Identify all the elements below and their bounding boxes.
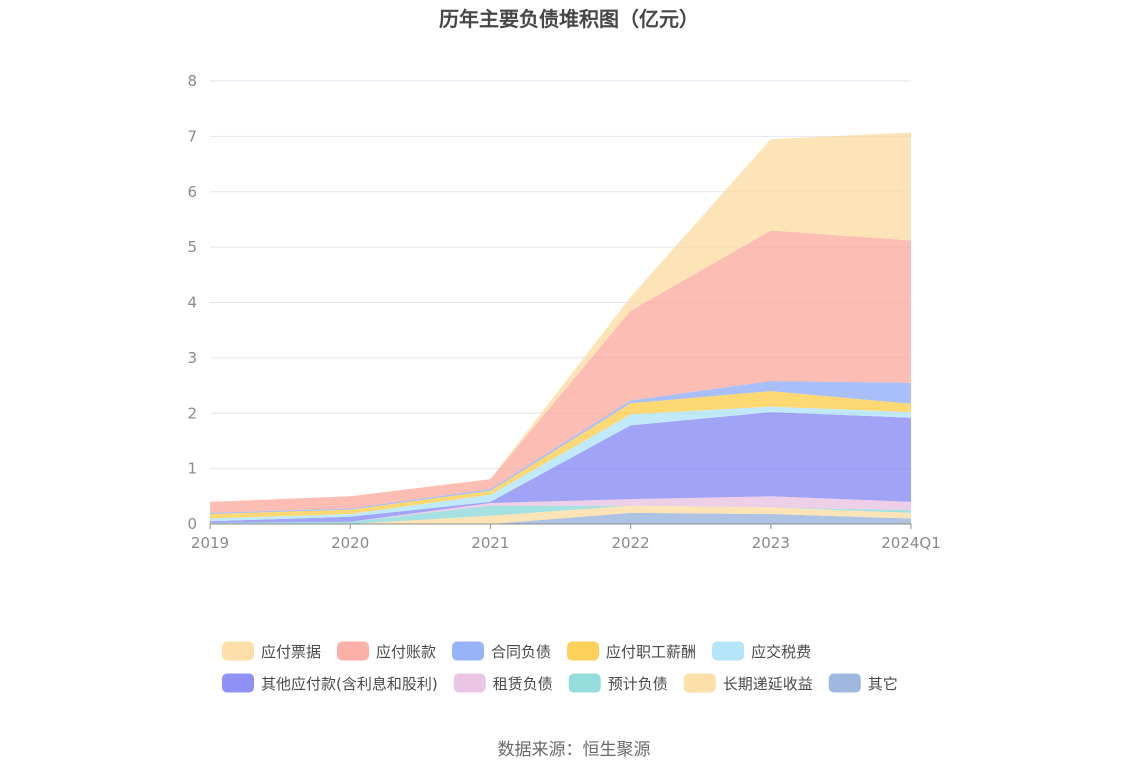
legend-item[interactable]: 租赁负债 xyxy=(453,673,553,694)
legend-label: 预计负债 xyxy=(608,675,668,693)
legend-swatch xyxy=(712,641,745,661)
legend-label: 其它 xyxy=(868,675,898,693)
x-tick-label: 2024Q1 xyxy=(881,534,941,552)
legend-item[interactable]: 长期递延收益 xyxy=(683,673,813,694)
legend-label: 应付账款 xyxy=(376,643,436,661)
area-series-2 xyxy=(210,505,911,524)
legend-label: 应交税费 xyxy=(751,643,811,661)
legend-label: 长期递延收益 xyxy=(723,675,813,693)
legend-swatch xyxy=(337,641,370,661)
legend-swatch xyxy=(222,673,254,693)
legend-item[interactable]: 其它 xyxy=(828,673,898,694)
chart-title: 历年主要负债堆积图（亿元） xyxy=(439,7,699,31)
legend-label: 应付职工薪酬 xyxy=(606,643,696,661)
y-tick-label: 6 xyxy=(187,183,197,201)
y-tick-label: 2 xyxy=(187,404,197,422)
legend-swatch xyxy=(683,673,716,693)
source-note: 数据来源：恒生聚源 xyxy=(498,740,651,760)
legend-swatch xyxy=(828,673,861,693)
x-tick-label: 2020 xyxy=(331,534,369,552)
y-tick-label: 5 xyxy=(187,238,197,256)
area-series-3 xyxy=(210,496,911,523)
legend-label: 合同负债 xyxy=(491,643,551,661)
legend-item[interactable]: 应付职工薪酬 xyxy=(567,641,696,662)
axes: 2019 2020 2021 2022 2023 2024Q1 xyxy=(191,523,941,552)
legend-label: 应付票据 xyxy=(261,643,321,661)
legend-label: 租赁负债 xyxy=(493,675,553,693)
y-tick-label: 8 xyxy=(187,72,197,90)
x-tick-label: 2022 xyxy=(612,534,650,552)
legend-swatch xyxy=(452,641,485,661)
area-series-9 xyxy=(210,132,911,502)
legend-item[interactable]: 其他应付款(含利息和股利) xyxy=(222,673,438,694)
area-series-4 xyxy=(210,412,911,523)
area-series-group xyxy=(210,132,911,524)
x-tick-label: 2023 xyxy=(752,534,790,552)
area-series-8 xyxy=(210,230,911,513)
legend-item[interactable]: 应付票据 xyxy=(222,641,321,662)
legend-label: 其他应付款(含利息和股利) xyxy=(261,675,438,693)
area-series-0 xyxy=(210,512,911,524)
y-tick-label: 1 xyxy=(187,460,197,478)
legend-swatch xyxy=(453,673,486,693)
area-series-7 xyxy=(210,381,911,514)
area-series-6 xyxy=(210,391,911,519)
area-series-1 xyxy=(210,505,911,524)
legend-item[interactable]: 合同负债 xyxy=(452,641,551,662)
x-tick-label: 2021 xyxy=(471,534,509,552)
y-tick-label: 3 xyxy=(187,349,197,367)
legend-item[interactable]: 应付账款 xyxy=(337,641,436,662)
legend-item[interactable]: 预计负债 xyxy=(568,673,668,694)
x-tick-label: 2019 xyxy=(191,534,229,552)
legend-swatch xyxy=(568,673,601,693)
y-tick-label: 7 xyxy=(187,127,197,145)
legend-swatch xyxy=(567,641,600,661)
legend-swatch xyxy=(222,641,254,661)
y-tick-label: 4 xyxy=(187,294,197,312)
y-tick-label: 0 xyxy=(187,515,197,533)
legend-item[interactable]: 应交税费 xyxy=(712,641,811,662)
